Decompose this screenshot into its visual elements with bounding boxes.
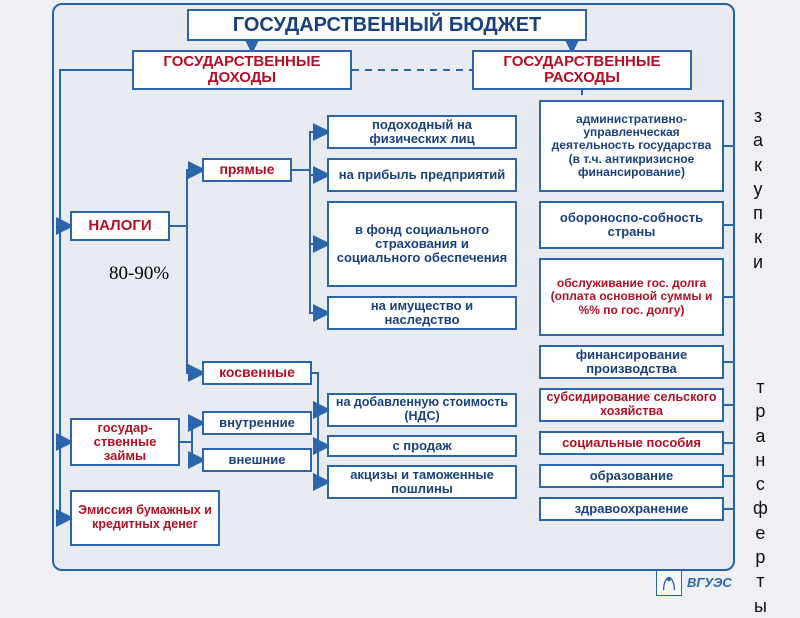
node-emission: Эмиссия бумажных и кредитных денег	[70, 490, 220, 546]
node-e4: финансирование производства	[539, 345, 724, 379]
node-direct: прямые	[202, 158, 292, 182]
node-outer: внешние	[202, 448, 312, 472]
node-d3: в фонд социального страхования и социаль…	[327, 201, 517, 287]
node-e5: субсидирование сельского хозяйства	[539, 388, 724, 422]
percent-label: 80-90%	[109, 263, 169, 285]
node-e1: административно-управленческая деятельно…	[539, 100, 724, 192]
node-d1: подоходный на физических лиц	[327, 115, 517, 149]
node-title: ГОСУДАРСТВЕННЫЙ БЮДЖЕТ	[187, 9, 587, 41]
side-label-zakupki: з а к у п к и	[753, 104, 763, 274]
node-i3: акцизы и таможенные пошлины	[327, 465, 517, 499]
node-expenses: ГОСУДАРСТВЕННЫЕ РАСХОДЫ	[472, 50, 692, 90]
node-i1: на добавленную стоимость (НДС)	[327, 393, 517, 427]
node-inner: внутренние	[202, 411, 312, 435]
node-i2: с продаж	[327, 435, 517, 457]
logo-icon	[656, 570, 682, 596]
node-d2: на прибыль предприятий	[327, 158, 517, 192]
node-e7: образование	[539, 464, 724, 488]
node-e3: обслуживание гос. долга (оплата основной…	[539, 258, 724, 336]
node-d4: на имущество и наследство	[327, 296, 517, 330]
node-e2: обороноспо-собность страны	[539, 201, 724, 249]
node-incomes: ГОСУДАРСТВЕННЫЕ ДОХОДЫ	[132, 50, 352, 90]
node-e8: здравоохранение	[539, 497, 724, 521]
node-taxes: НАЛОГИ	[70, 211, 170, 241]
logo-text: ВГУЭС	[687, 575, 732, 590]
node-indirect: косвенные	[202, 361, 312, 385]
node-loans: государ-ственные займы	[70, 418, 180, 466]
side-label-transfery: т р а н с ф е р т ы	[753, 375, 768, 618]
node-e6: социальные пособия	[539, 431, 724, 455]
